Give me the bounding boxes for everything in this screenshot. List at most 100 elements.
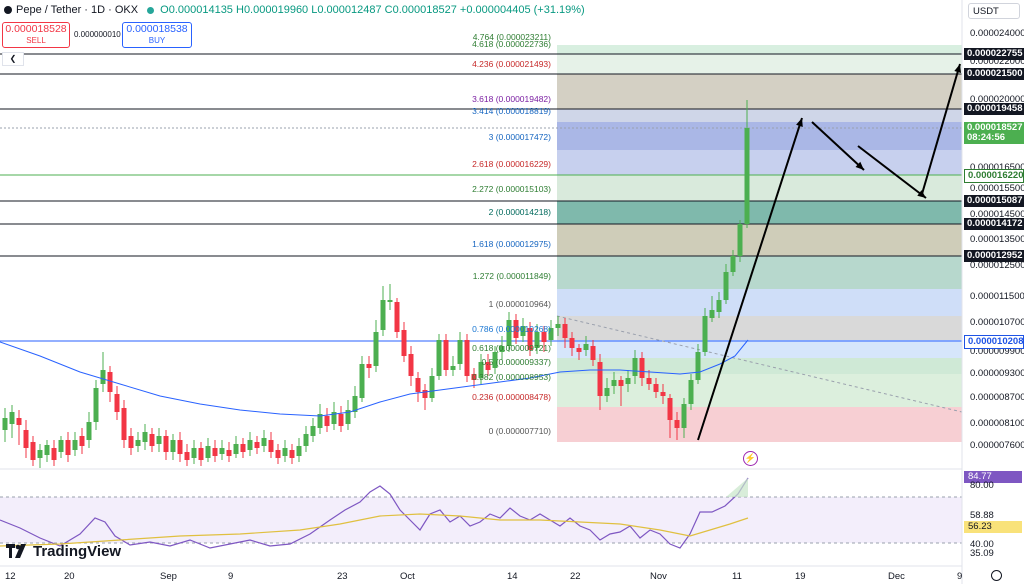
candle-body — [359, 364, 365, 398]
collapse-chevron-icon[interactable]: ❮ — [2, 52, 24, 66]
candle-body — [282, 448, 288, 456]
candle-body — [639, 358, 645, 378]
candle-body — [107, 372, 113, 392]
fib-band — [557, 74, 962, 109]
candle-body — [23, 430, 29, 448]
candle-body — [429, 376, 435, 398]
candle-body — [569, 338, 575, 348]
price-axis-label: 0.000014500 — [970, 209, 1024, 220]
candle-body — [667, 398, 673, 420]
fib-level-label: 1 (0.000010964) — [488, 299, 551, 309]
candle-body — [177, 440, 183, 454]
candle-body — [65, 440, 71, 455]
lightning-icon[interactable]: ⚡ — [743, 451, 758, 466]
candle-body — [744, 128, 750, 224]
candle-body — [681, 404, 687, 428]
fib-level-label: 0.236 (0.000008478) — [472, 392, 551, 402]
gear-icon[interactable] — [991, 570, 1002, 581]
candle-body — [541, 332, 547, 342]
candle-body — [695, 352, 701, 380]
time-axis-label: 19 — [795, 571, 806, 582]
candle-body — [58, 440, 64, 452]
candle-body — [422, 390, 428, 398]
candle-body — [618, 380, 624, 386]
candle-body — [737, 224, 743, 256]
candle-body — [688, 380, 694, 404]
fib-level-label: 4.618 (0.000022736) — [472, 39, 551, 49]
candle-body — [534, 332, 540, 348]
candle-body — [170, 440, 176, 452]
rsi-pane — [0, 468, 962, 549]
price-axis-label: 0.000015500 — [970, 183, 1024, 194]
candle-body — [331, 412, 337, 424]
fib-band — [557, 54, 962, 74]
sell-button[interactable]: 0.000018528 SELL — [2, 22, 70, 48]
candle-body — [415, 378, 421, 392]
price-axis-label: 0.000009300 — [970, 368, 1024, 379]
candle-body — [478, 362, 484, 378]
candle-body — [254, 442, 260, 448]
candle-body — [387, 300, 393, 302]
time-axis-label: Sep — [160, 571, 177, 582]
candle-body — [212, 448, 218, 456]
price-axis-label: 0.000008700 — [970, 392, 1024, 403]
rsi-line — [0, 477, 749, 549]
candle-body — [30, 442, 36, 460]
tradingview-logo-icon — [6, 544, 26, 558]
candle-body — [590, 346, 596, 360]
candle-body — [275, 450, 281, 458]
currency-label: USDT — [973, 6, 999, 17]
ohlc-low: L0.000012487 — [311, 4, 382, 16]
buy-button[interactable]: 0.000018538 BUY — [122, 22, 192, 48]
candle-body — [163, 436, 169, 452]
rsi-level-80: 80.00 — [970, 480, 994, 491]
arrow-line — [921, 63, 961, 195]
candle-body — [506, 320, 512, 346]
tradingview-logo[interactable]: TradingView — [6, 542, 121, 560]
fib-level-label: 1.272 (0.000011849) — [472, 271, 551, 281]
candle-body — [226, 450, 232, 456]
fib-level-label: 0.382 (0.000008953) — [472, 372, 551, 382]
candle-body — [660, 392, 666, 396]
price-axis-label: 0.000024000 — [970, 28, 1024, 39]
rsi-ma-line — [0, 513, 749, 547]
candle-body — [485, 362, 491, 370]
candle-body — [205, 446, 211, 458]
candle-body — [198, 448, 204, 460]
price-axis-label: 0.000007600 — [970, 440, 1024, 451]
candle-body — [261, 438, 267, 446]
candle-body — [51, 448, 57, 460]
candle-body — [338, 414, 344, 426]
candle-body — [513, 320, 519, 338]
candle-body — [436, 340, 442, 376]
price-tag: 0.000021500 — [964, 68, 1024, 80]
arrow-line — [857, 145, 927, 199]
candle-body — [702, 316, 708, 352]
fib-band — [557, 175, 962, 201]
candle-body — [44, 445, 50, 455]
price-axis-label: 0.000016500 — [970, 162, 1024, 173]
candle-body — [611, 380, 617, 386]
symbol-header[interactable]: Pepe / Tether · 1D · OKX O0.000014135 H0… — [0, 0, 585, 20]
moving-average-line — [0, 339, 749, 417]
fib-level-label: 3.618 (0.000019482) — [472, 94, 551, 104]
fib-band — [557, 407, 962, 442]
fib-band — [557, 316, 962, 340]
candle-body — [520, 326, 526, 336]
price-tag: 08:24:56 — [964, 132, 1024, 144]
ohlc-change: +0.000004405 (+31.19%) — [459, 4, 585, 16]
sell-label: SELL — [26, 36, 46, 45]
fib-band — [557, 109, 962, 122]
currency-selector[interactable]: USDT — [968, 3, 1020, 19]
candle-body — [471, 374, 477, 380]
candle-body — [674, 420, 680, 428]
fib-band — [557, 122, 962, 150]
candle-body — [492, 352, 498, 368]
candle-body — [443, 340, 449, 370]
time-axis-label: 22 — [570, 571, 581, 582]
candle-body — [450, 366, 456, 370]
fib-level-label: 3 (0.000017472) — [488, 132, 551, 142]
symbol-title[interactable]: Pepe / Tether · 1D · OKX — [16, 4, 139, 16]
candle-body — [373, 332, 379, 366]
